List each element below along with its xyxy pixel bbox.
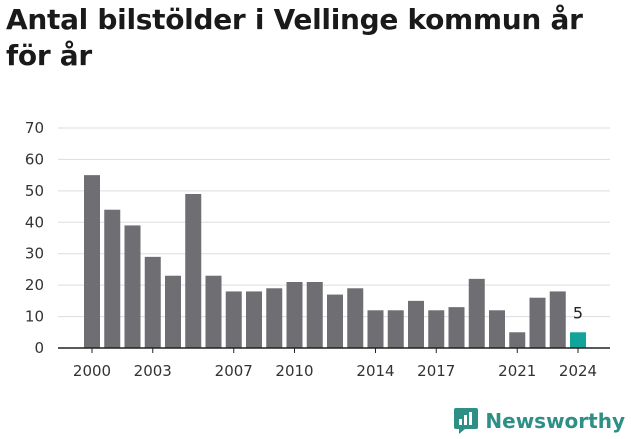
x-tick-label: 2000 bbox=[73, 362, 111, 380]
y-tick-label: 50 bbox=[25, 182, 44, 200]
y-tick-label: 60 bbox=[25, 150, 44, 168]
x-tick-label: 2017 bbox=[417, 362, 455, 380]
y-axis-ticks: 0 10 20 30 40 50 60 70 bbox=[25, 119, 44, 357]
bar-2009 bbox=[266, 288, 283, 348]
y-tick-label: 70 bbox=[25, 119, 44, 137]
bar-2023 bbox=[549, 291, 566, 348]
x-tick-label: 2003 bbox=[134, 362, 172, 380]
y-tick-label: 40 bbox=[25, 213, 44, 231]
chart-title: Antal bilstölder i Vellinge kommun år fö… bbox=[6, 3, 583, 72]
bar-2022 bbox=[529, 297, 546, 348]
bar-2017 bbox=[428, 310, 445, 348]
bar-2020 bbox=[489, 310, 505, 348]
bar-2002 bbox=[124, 225, 141, 348]
bar-2021 bbox=[509, 332, 526, 348]
bar-2006 bbox=[205, 275, 222, 348]
y-tick-label: 10 bbox=[25, 308, 44, 326]
bar-2014 bbox=[367, 310, 384, 348]
brand-name: Newsworthy bbox=[485, 409, 625, 433]
bar-2001 bbox=[104, 209, 121, 348]
x-tick-label: 2014 bbox=[356, 362, 394, 380]
y-tick-label: 20 bbox=[25, 276, 44, 294]
bar-2010 bbox=[286, 282, 303, 348]
data-labels: 5 bbox=[573, 303, 583, 322]
bar-2005 bbox=[185, 194, 202, 348]
bar-2003 bbox=[144, 256, 161, 348]
data-label: 5 bbox=[573, 303, 583, 322]
bar-2016 bbox=[408, 300, 424, 348]
y-tick-label: 0 bbox=[34, 339, 44, 357]
brand-logo: Newsworthy bbox=[453, 407, 625, 435]
bar-2008 bbox=[246, 291, 262, 348]
bar-2013 bbox=[347, 288, 364, 348]
bar-2011 bbox=[306, 282, 323, 348]
x-tick-label: 2010 bbox=[275, 362, 313, 380]
bar-2015 bbox=[387, 310, 404, 348]
x-axis-ticks: 2000 2003 2007 2010 2014 2017 2021 2024 bbox=[73, 348, 597, 380]
bar-2000 bbox=[84, 175, 100, 348]
gridlines bbox=[58, 127, 610, 318]
bar-2024 bbox=[570, 332, 586, 348]
x-tick-label: 2021 bbox=[498, 362, 536, 380]
newsworthy-logo-icon bbox=[454, 408, 479, 434]
bars bbox=[84, 175, 586, 348]
bar-2007 bbox=[225, 291, 242, 348]
bar-2012 bbox=[327, 294, 343, 348]
y-tick-label: 30 bbox=[25, 245, 44, 263]
bar-2018 bbox=[448, 307, 465, 348]
bar-2019 bbox=[468, 278, 485, 348]
bar-2004 bbox=[165, 275, 181, 348]
x-tick-label: 2007 bbox=[215, 362, 253, 380]
x-tick-label: 2024 bbox=[559, 362, 597, 380]
